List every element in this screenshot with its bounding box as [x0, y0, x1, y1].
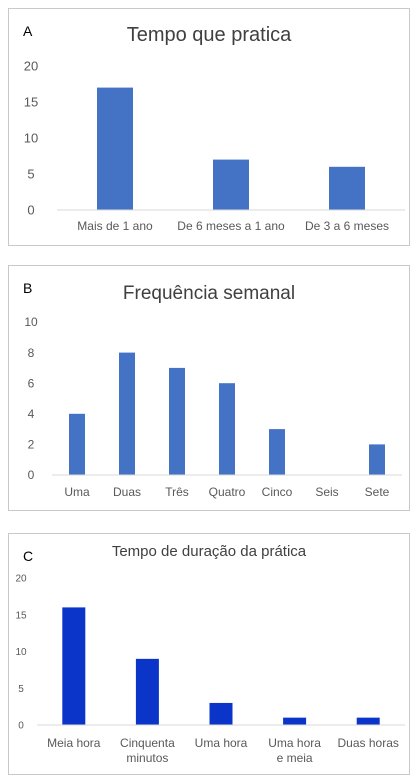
x-tick-label: De 6 meses a 1 ano — [177, 219, 285, 233]
chart-panel-c: C Tempo de duração da prática 0 5 10 15 20 Me… — [8, 533, 410, 775]
x-tick-label-line: Quatro — [209, 485, 246, 499]
chart-panel-a: A Tempo que pratica 0 5 10 15 20 Mais de 1 an… — [8, 8, 410, 246]
panel-label: C — [23, 548, 34, 564]
y-tick-label: 5 — [18, 684, 24, 695]
x-tick-label: Cinco — [262, 485, 293, 499]
y-tick-label: 4 — [28, 407, 35, 421]
x-tick-label-line: Uma — [64, 485, 90, 499]
chart-title: Tempo de duração da prática — [111, 543, 307, 560]
x-tick-label-line: Uma hora — [195, 736, 248, 750]
x-tick-label-line: e meia — [277, 751, 313, 765]
x-tick-label-line: minutos — [126, 751, 168, 765]
y-tick-label: 0 — [18, 721, 24, 732]
x-tick-label-line: Mais de 1 ano — [77, 219, 153, 233]
x-tick-label: Duas horas — [338, 736, 399, 750]
x-tick-label: Meia hora — [47, 736, 101, 750]
bar — [283, 717, 307, 725]
panel-label: B — [23, 280, 33, 296]
bar — [329, 166, 365, 210]
y-tick-label: 0 — [28, 468, 35, 482]
x-tick-label: Quatro — [209, 485, 246, 499]
y-tick-label: 10 — [15, 647, 27, 658]
panel-label: A — [23, 23, 33, 39]
bar — [209, 702, 233, 725]
bar — [369, 444, 385, 475]
y-tick-label: 15 — [15, 610, 27, 621]
x-tick-label: Uma hora — [195, 736, 248, 750]
bar-chart-a: 0 5 10 15 20 Mais de 1 ano De 6 meses a 1 ano D… — [24, 59, 405, 233]
bar — [97, 87, 133, 210]
y-tick-label: 0 — [27, 203, 34, 218]
x-tick-label-line: Sete — [365, 485, 390, 499]
x-tick-label-line: Cinco — [262, 485, 293, 499]
y-tick-label: 20 — [15, 574, 27, 585]
bar — [356, 717, 380, 725]
x-tick-label-line: Duas — [113, 485, 141, 499]
x-tick-label-line: Três — [165, 485, 189, 499]
bar-chart-b: 0 2 4 6 8 10 Uma Duas Três Quatro Cinco Seis Sete — [24, 315, 402, 499]
x-tick-label: Uma hora e meia — [268, 736, 321, 765]
bar — [269, 429, 285, 475]
y-tick-label: 20 — [24, 59, 38, 74]
chart-title: Frequência semanal — [122, 283, 296, 304]
x-tick-label-line: Duas horas — [338, 736, 399, 750]
x-tick-label: Mais de 1 ano — [77, 219, 153, 233]
bar — [119, 352, 135, 475]
x-tick-label: Seis — [315, 485, 338, 499]
bar — [219, 383, 235, 475]
bar — [135, 658, 159, 725]
bar-chart-c: 0 5 10 15 20 Meia hora Cinquenta minutos Uma hor… — [15, 574, 405, 765]
chart-title: Tempo que pratica — [126, 24, 292, 46]
x-tick-label: Três — [165, 485, 189, 499]
bar — [169, 367, 185, 475]
bar — [62, 607, 86, 725]
y-tick-label: 10 — [24, 131, 38, 146]
y-tick-label: 6 — [28, 376, 35, 390]
x-tick-label-line: Uma hora — [268, 736, 321, 750]
y-tick-label: 2 — [28, 438, 35, 452]
bar — [213, 159, 249, 210]
x-tick-label-line: De 3 a 6 meses — [305, 219, 389, 233]
x-tick-label-line: De 6 meses a 1 ano — [177, 219, 285, 233]
y-tick-label: 10 — [24, 315, 38, 329]
x-tick-label: Uma — [64, 485, 90, 499]
y-tick-label: 5 — [27, 167, 34, 182]
x-tick-label: Sete — [365, 485, 390, 499]
x-tick-label-line: Seis — [315, 485, 338, 499]
x-tick-label-line: Meia hora — [47, 736, 101, 750]
x-tick-label-line: Cinquenta — [120, 736, 175, 750]
bar — [69, 413, 85, 475]
x-tick-label: De 3 a 6 meses — [305, 219, 389, 233]
y-tick-label: 15 — [24, 95, 38, 110]
x-tick-label: Cinquenta minutos — [120, 736, 175, 765]
x-tick-label: Duas — [113, 485, 141, 499]
y-tick-label: 8 — [28, 346, 35, 360]
chart-panel-b: B Frequência semanal 0 2 4 6 8 10 Uma Duas Três Q… — [8, 265, 410, 511]
